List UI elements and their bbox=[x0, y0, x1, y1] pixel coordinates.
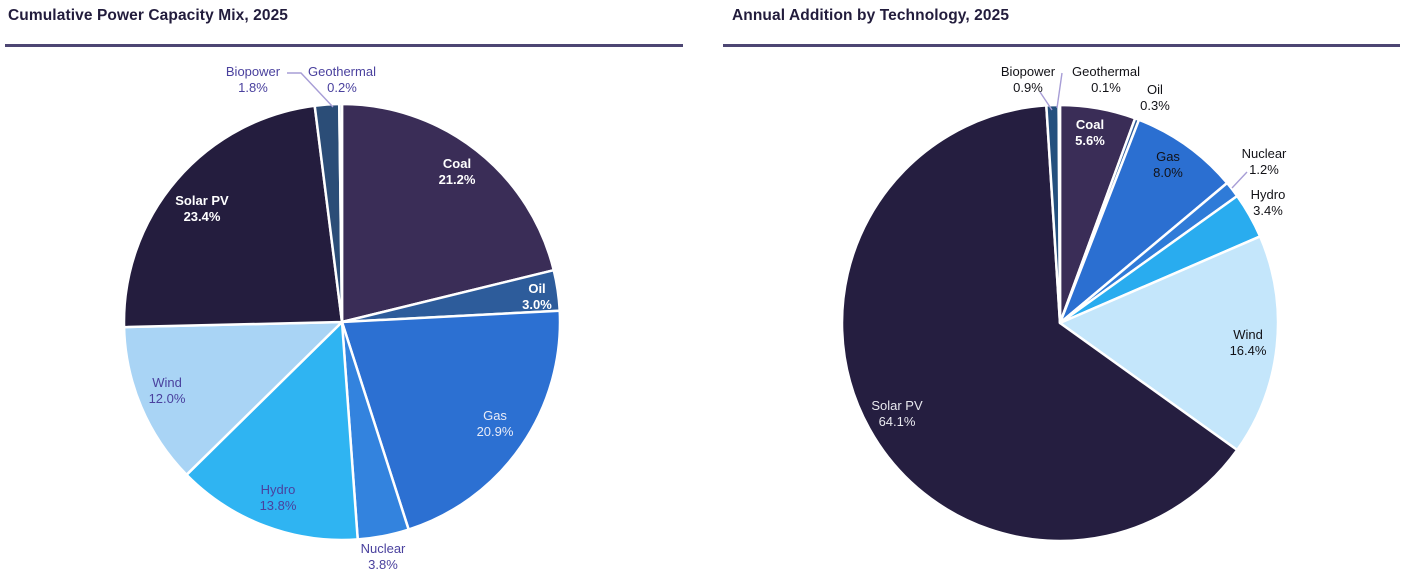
title-underline-right bbox=[723, 44, 1400, 47]
pie-slice-wind bbox=[1058, 235, 1280, 452]
pie-slice-gas bbox=[340, 309, 562, 531]
pie-chart-cumulative: Coal 21.2% Oil 3.0% Gas 20.9% Nuclear 3.8% Hydro… bbox=[122, 64, 562, 572]
leader-line-nuclear bbox=[1231, 171, 1248, 189]
slice-label-nuclear: Nuclear 3.8% bbox=[361, 541, 406, 572]
pie-slice-wind bbox=[122, 320, 344, 477]
title-underline-left bbox=[5, 44, 683, 47]
pie-slice-gas bbox=[1058, 118, 1229, 325]
slice-label-nuclear: Nuclear 1.2% bbox=[1242, 146, 1287, 177]
slice-label-wind: Wind 16.4% bbox=[1230, 327, 1267, 358]
pie-slice-geothermal bbox=[338, 102, 344, 324]
leader-line-biopower bbox=[287, 72, 334, 108]
slice-label-coal: Coal 5.6% bbox=[1075, 117, 1105, 148]
slice-label-gas: Gas 8.0% bbox=[1153, 149, 1183, 180]
pie-slice-coal bbox=[340, 102, 555, 324]
pie-slice-hydro bbox=[185, 320, 359, 542]
slice-label-gas: Gas 20.9% bbox=[477, 408, 514, 439]
slice-label-biopower: Biopower 0.9% bbox=[1001, 64, 1056, 95]
slice-label-geothermal: Geothermal 0.1% bbox=[1072, 64, 1140, 95]
slice-label-solar-pv: Solar PV 64.1% bbox=[871, 398, 923, 429]
slice-label-hydro: Hydro 13.8% bbox=[260, 482, 297, 513]
chart-title-annual: Annual Addition by Technology, 2025 bbox=[732, 7, 1010, 24]
slice-label-oil: Oil 0.3% bbox=[1140, 82, 1170, 113]
slice-label-hydro: Hydro 3.4% bbox=[1251, 187, 1286, 218]
leader-line-biopower bbox=[1039, 91, 1053, 111]
chart-title-cumulative: Cumulative Power Capacity Mix, 2025 bbox=[8, 7, 289, 24]
slice-label-oil: Oil 3.0% bbox=[522, 281, 552, 312]
pie-slice-solar-pv bbox=[840, 104, 1239, 543]
chart-panel-annual: Annual Addition by Technology, 2025 Coal… bbox=[705, 0, 1405, 583]
slice-label-biopower: Biopower 1.8% bbox=[226, 64, 281, 95]
slice-label-geothermal: Geothermal 0.2% bbox=[308, 64, 376, 95]
leader-line-geothermal bbox=[1056, 72, 1063, 109]
slice-label-solar-pv: Solar PV 23.4% bbox=[175, 193, 229, 224]
pie-chart-annual: Coal 5.6% Oil 0.3% Gas 8.0% Nuclear 1.2% Hydro 3.… bbox=[840, 64, 1287, 543]
slice-label-wind: Wind 12.0% bbox=[149, 375, 186, 406]
pie-slice-solar-pv bbox=[122, 104, 344, 329]
pie-slice-geothermal bbox=[1057, 103, 1062, 325]
slice-label-coal: Coal 21.2% bbox=[439, 156, 476, 187]
chart-panel-cumulative: Cumulative Power Capacity Mix, 2025 Coal… bbox=[0, 0, 700, 583]
